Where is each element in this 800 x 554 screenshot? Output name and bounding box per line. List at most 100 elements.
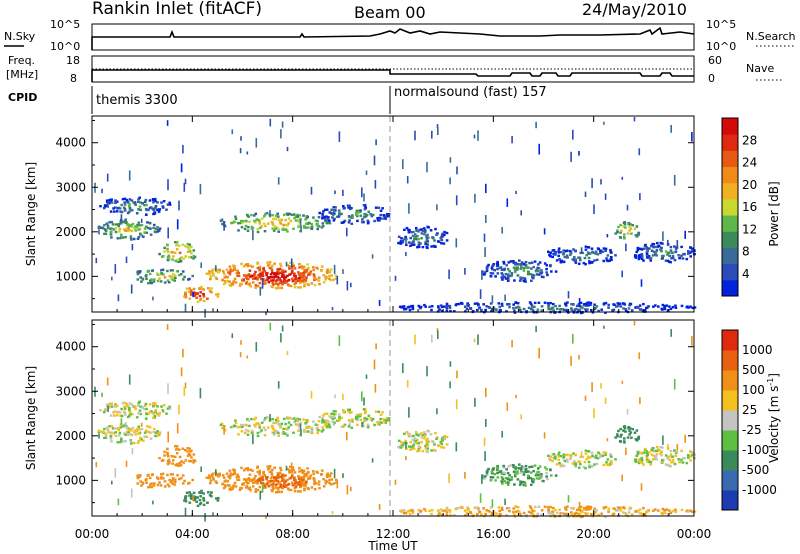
echo-cell: [265, 415, 269, 419]
echo-cell: [518, 483, 522, 486]
echo-cell: [246, 274, 250, 277]
echo-cell: [519, 278, 523, 281]
echo-cell: [369, 417, 372, 420]
echo-cell: [577, 256, 580, 259]
echo-cell: [248, 269, 252, 272]
echo-cell: [415, 229, 418, 232]
echo-cell: [652, 250, 656, 254]
echo-cell: [419, 446, 422, 449]
echo-cell: [579, 509, 583, 512]
echo-cell: [540, 513, 543, 516]
echo-cell: [150, 485, 154, 489]
echo-cell: [530, 267, 533, 270]
scatter-echo: [633, 117, 636, 122]
echo-cell: [602, 463, 605, 467]
echo-cell: [604, 311, 607, 314]
echo-cell: [152, 484, 156, 487]
echo-cell: [124, 433, 127, 436]
echo-cell: [588, 261, 591, 265]
scatter-echo: [299, 219, 302, 225]
echo-cell: [246, 433, 250, 436]
echo-cell: [266, 264, 270, 267]
echo-cell: [630, 232, 633, 235]
scatter-echo: [371, 254, 374, 259]
echo-cell: [574, 250, 577, 253]
echo-cell: [671, 254, 675, 258]
echo-cell: [491, 307, 494, 311]
colorbar-tick-label: -1000: [742, 483, 777, 497]
echo-cell: [226, 276, 230, 279]
echo-cell: [167, 485, 171, 488]
echo-cell: [161, 472, 165, 475]
echo-cell: [154, 409, 158, 412]
echo-cell: [156, 208, 160, 211]
echo-cell: [385, 213, 389, 216]
echo-cell: [256, 422, 259, 426]
echo-cell: [514, 301, 517, 304]
echo-cell: [282, 417, 286, 421]
echo-cell: [363, 213, 366, 216]
echo-cell: [131, 222, 135, 226]
echo-cell: [259, 226, 262, 229]
echo-cell: [622, 506, 626, 509]
echo-cell: [139, 436, 142, 439]
echo-cell: [440, 442, 444, 446]
echo-cell: [260, 429, 263, 432]
echo-cell: [130, 413, 134, 416]
echo-cell: [173, 478, 177, 481]
echo-cell: [263, 270, 267, 273]
echo-cell: [245, 423, 248, 427]
echo-cell: [258, 274, 262, 277]
echo-cell: [244, 478, 248, 481]
echo-cell: [144, 225, 148, 228]
echo-cell: [616, 304, 620, 308]
echo-cell: [152, 416, 155, 420]
echo-cell: [516, 506, 520, 509]
echo-cell: [445, 239, 449, 242]
scatter-echo: [501, 431, 503, 438]
echo-cell: [275, 226, 279, 229]
echo-cell: [333, 421, 336, 424]
echo-cell: [192, 461, 195, 464]
echo-cell: [312, 268, 315, 272]
nsearch-label: N.Search: [746, 30, 796, 43]
scatter-echo: [673, 174, 676, 186]
echo-cell: [298, 467, 301, 470]
echo-cell: [182, 482, 185, 485]
echo-cell: [349, 216, 353, 219]
echo-cell: [217, 496, 220, 500]
echo-cell: [482, 303, 485, 306]
echo-cell: [97, 430, 101, 434]
colorbar-tick-label: -100: [742, 443, 769, 457]
echo-cell: [127, 225, 131, 228]
echo-cell: [154, 230, 158, 234]
echo-cell: [298, 266, 301, 269]
echo-cell: [237, 478, 241, 482]
echo-cell: [244, 467, 248, 470]
echo-cell: [640, 308, 643, 311]
echo-cell: [318, 487, 321, 490]
echo-cell: [139, 405, 142, 408]
echo-cell: [168, 203, 172, 206]
echo-cell: [272, 476, 276, 479]
echo-cell: [231, 473, 234, 476]
echo-cell: [304, 474, 307, 478]
echo-cell: [274, 279, 278, 283]
scatter-echo: [131, 448, 134, 455]
echo-cell: [137, 425, 141, 428]
echo-cell: [648, 247, 651, 250]
colorbar-swatch: [722, 263, 738, 281]
echo-cell: [535, 273, 539, 276]
echo-cell: [274, 478, 278, 481]
echo-cell: [313, 479, 316, 482]
echo-cell: [595, 305, 599, 308]
echo-cell: [418, 432, 421, 436]
echo-cell: [99, 205, 102, 208]
echo-cell: [302, 278, 306, 281]
echo-cell: [320, 469, 324, 472]
echo-cell: [614, 436, 617, 439]
echo-cell: [307, 477, 310, 481]
echo-cell: [290, 481, 294, 484]
echo-cell: [652, 450, 655, 453]
echo-cell: [416, 234, 419, 238]
